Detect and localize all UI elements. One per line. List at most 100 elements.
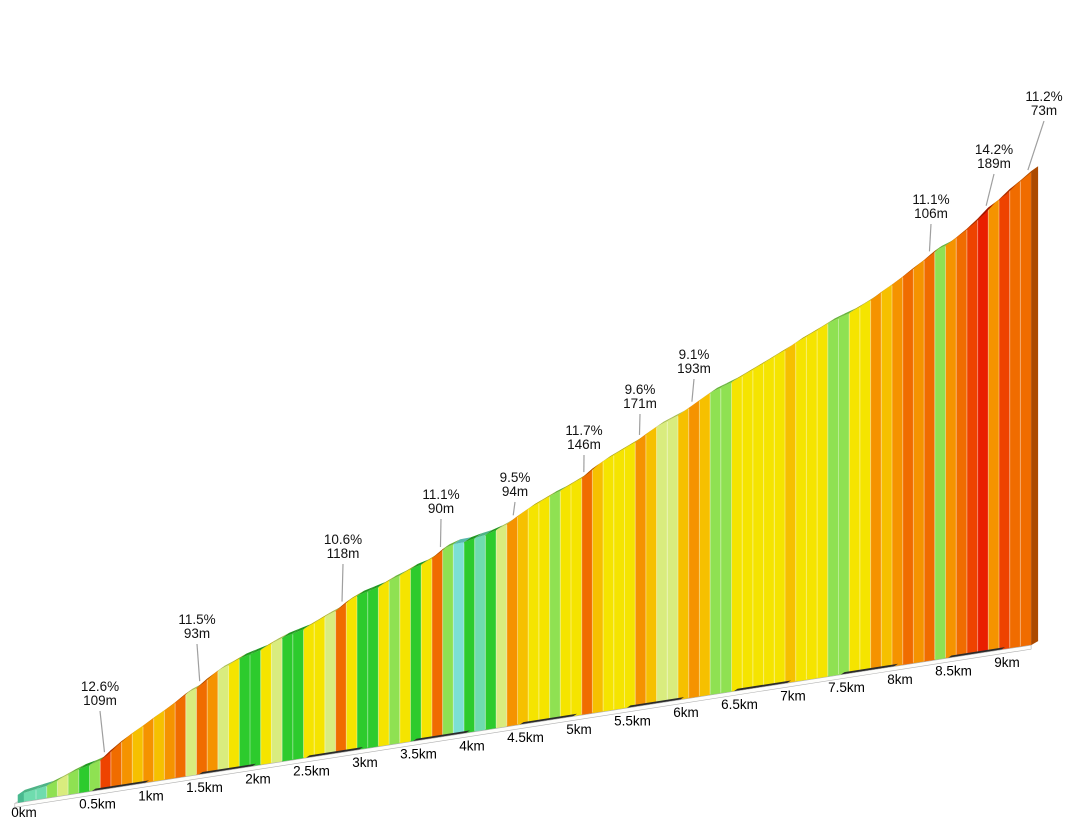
km-label: 3.5km <box>400 747 437 762</box>
profile-band <box>763 356 775 687</box>
profile-band <box>207 670 218 774</box>
annotation-length-label: 93m <box>184 626 210 641</box>
annotation: 11.1%106m <box>912 192 950 252</box>
profile-band-top-bevel <box>635 429 653 443</box>
profile-band-top-bevel <box>956 223 974 238</box>
profile-band <box>774 350 785 686</box>
profile-band <box>175 693 186 779</box>
profile-band-top-bevel <box>282 628 300 638</box>
profile-band <box>378 580 390 747</box>
annotation: 11.1%90m <box>422 487 460 548</box>
km-label: 5km <box>566 722 592 737</box>
profile-band <box>924 250 935 662</box>
profile-band <box>110 741 122 789</box>
profile-band-top-bevel <box>378 575 397 588</box>
profile-band-top-bevel <box>870 287 889 301</box>
profile-band <box>260 643 272 766</box>
annotation-gradient-label: 9.1% <box>679 347 710 362</box>
km-label: 5.5km <box>614 713 651 728</box>
profile-band-top-bevel <box>560 479 578 491</box>
annotation-pointer-line <box>1027 120 1045 171</box>
profile-band <box>228 658 240 771</box>
annotation-length-label: 94m <box>502 484 528 499</box>
profile-band <box>474 534 486 732</box>
annotation: 11.2%73m <box>1025 89 1063 171</box>
profile-band-top-bevel <box>1009 175 1028 190</box>
profile-band-top-bevel <box>817 318 835 331</box>
profile-band-top-bevel <box>988 194 1006 208</box>
profile-band-top-bevel <box>110 736 129 751</box>
profile-band <box>806 330 818 681</box>
annotation-gradient-label: 11.5% <box>178 612 215 627</box>
profile-band-top-bevel <box>966 213 985 229</box>
profile-band-top-bevel <box>752 358 771 370</box>
km-label: 6km <box>673 705 699 720</box>
profile-band <box>78 765 90 794</box>
profile-band <box>667 415 678 702</box>
profile-band-top-bevel <box>934 240 953 251</box>
profile-band <box>988 199 999 652</box>
annotation-gradient-label: 9.5% <box>500 470 531 485</box>
annotation: 14.2%189m <box>975 142 1013 206</box>
profile-band <box>36 785 47 800</box>
annotation-length-label: 146m <box>567 437 601 452</box>
profile-band <box>752 363 764 689</box>
profile-band <box>635 434 646 707</box>
profile-band <box>795 336 807 682</box>
baseline-front-edge <box>14 644 1032 808</box>
profile-band <box>389 575 400 746</box>
profile-band <box>549 490 561 721</box>
annotation-length-label: 73m <box>1031 103 1057 118</box>
km-label: 7.5km <box>828 680 865 695</box>
profile-band-top-bevel <box>389 570 407 581</box>
profile-band <box>817 323 828 679</box>
profile-band-top-bevel <box>613 443 632 455</box>
profile-band-top-bevel <box>945 232 964 246</box>
profile-band-top-bevel <box>57 769 76 781</box>
top-bevel-layer <box>17 166 1039 803</box>
profile-band-top-bevel <box>538 491 557 503</box>
profile-band-top-bevel <box>217 659 236 671</box>
profile-band <box>164 702 176 781</box>
profile-band-top-bevel <box>453 537 471 545</box>
profile-band <box>464 538 475 734</box>
profile-band-top-bevel <box>699 387 718 401</box>
profile-band <box>934 245 946 661</box>
profile-band <box>956 228 967 657</box>
annotation-pointer-line <box>928 223 932 252</box>
km-label: 2km <box>245 772 271 787</box>
km-label: 0km <box>11 805 37 820</box>
km-label: 1.5km <box>186 780 223 795</box>
annotation-length-label: 118m <box>327 546 360 561</box>
profile-band-top-bevel <box>913 254 932 268</box>
profile-band-top-bevel <box>592 456 611 469</box>
profile-band <box>859 300 871 672</box>
annotation-gradient-label: 12.6% <box>81 679 119 694</box>
annotation: 9.1%193m <box>677 347 711 402</box>
annotation-pointer-line <box>512 501 516 516</box>
profile-band-top-bevel <box>239 649 257 659</box>
profile-band <box>977 207 989 654</box>
km-label: 7km <box>780 688 806 703</box>
profile-band <box>603 454 614 712</box>
profile-band-top-bevel <box>999 184 1017 200</box>
annotation-pointer-line <box>99 710 106 753</box>
profile-band-top-bevel <box>977 202 996 219</box>
profile-band <box>421 558 432 741</box>
annotation-length-label: 193m <box>677 361 711 376</box>
profile-band <box>335 602 347 754</box>
profile-band <box>185 687 197 777</box>
profile-band <box>506 516 518 727</box>
profile-band-top-bevel <box>528 497 546 509</box>
profile-band-top-bevel <box>46 775 65 786</box>
profile-band-top-bevel <box>314 611 332 623</box>
profile-band-top-bevel <box>731 370 750 383</box>
profile-band <box>132 725 143 786</box>
profile-band-top-bevel <box>185 682 204 694</box>
profile-band-top-bevel <box>624 437 643 449</box>
km-label: 8.5km <box>935 663 972 678</box>
profile-band <box>720 382 732 694</box>
profile-band-top-bevel <box>806 325 825 337</box>
profile-band <box>442 544 454 737</box>
